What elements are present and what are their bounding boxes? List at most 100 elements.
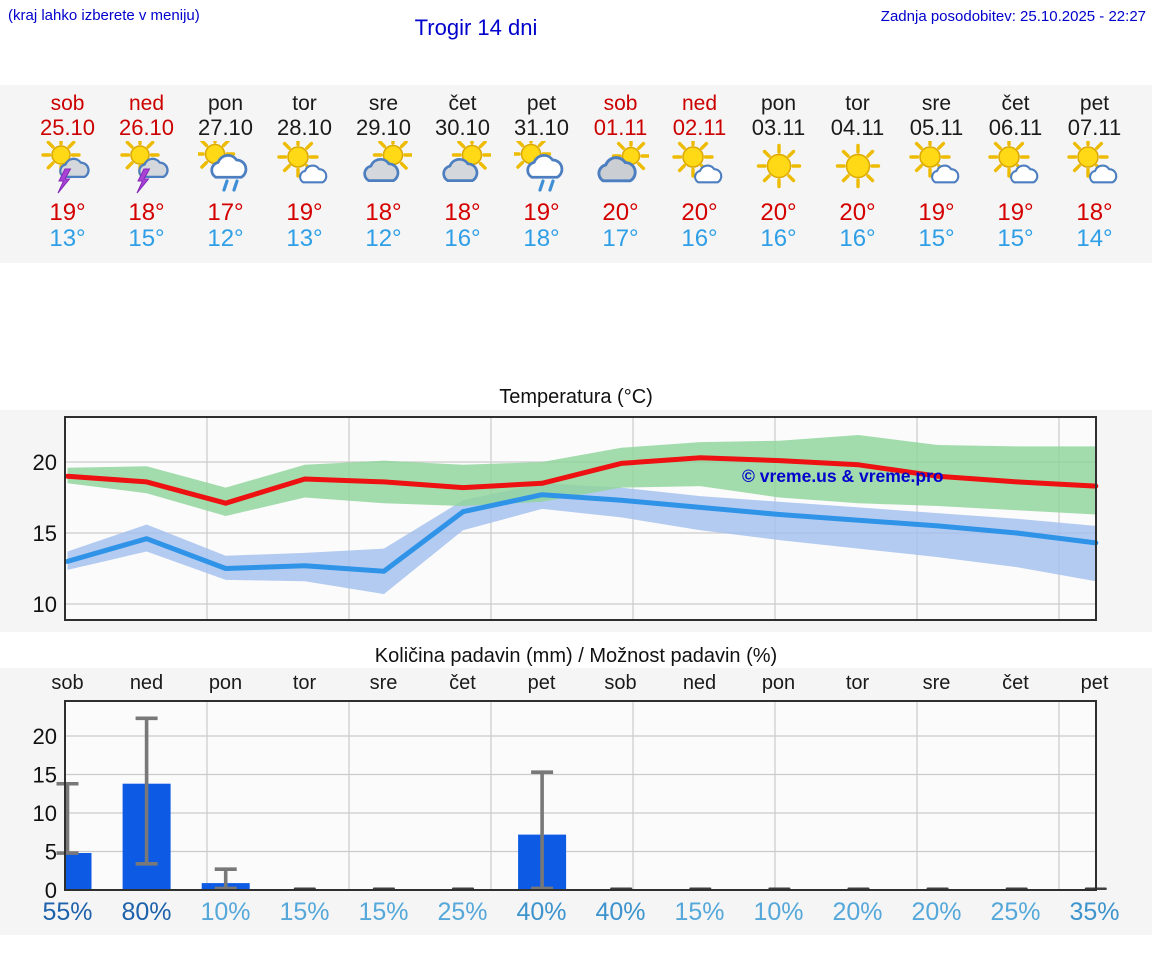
precip-day-label: sob bbox=[51, 672, 84, 694]
day-date-label: 02.11 bbox=[672, 115, 727, 140]
day-date-label: 27.10 bbox=[197, 115, 254, 140]
forecast-day-column: sre 05.11 19° 15° bbox=[897, 85, 976, 263]
weather-icon bbox=[976, 136, 1055, 197]
weather-icon bbox=[818, 141, 897, 197]
forecast-day-column: pet 31.10 19° 18° bbox=[502, 85, 581, 263]
day-date-label: 05.11 bbox=[909, 115, 964, 140]
weather-icon bbox=[581, 136, 660, 197]
high-temp-label: 17° bbox=[207, 199, 244, 226]
weather-icon bbox=[107, 135, 186, 197]
low-temp-label: 16° bbox=[681, 225, 718, 252]
forecast-day-column: sob 25.10 19° 13° bbox=[28, 85, 107, 263]
watermark-link[interactable]: © vreme.us & vreme.pro bbox=[742, 466, 944, 486]
partly-icon bbox=[908, 136, 959, 184]
low-temp-label: 17° bbox=[602, 225, 639, 252]
low-temp-label: 14° bbox=[1076, 225, 1113, 252]
day-name-label: ned bbox=[681, 92, 718, 115]
precip-percent-label: 35% bbox=[1069, 898, 1120, 926]
precip-day-label: ned bbox=[682, 672, 717, 694]
forecast-day-column: pon 03.11 20° 16° bbox=[739, 85, 818, 263]
precip-percent-label: 20% bbox=[911, 898, 962, 926]
forecast-day-column: pon 27.10 17° 12° bbox=[186, 85, 265, 263]
svg-text:0: 0 bbox=[45, 878, 57, 900]
precip-day-label: tor bbox=[845, 672, 870, 694]
svg-text:15: 15 bbox=[33, 763, 57, 788]
day-name-label: pet bbox=[526, 92, 557, 115]
high-temp-label: 19° bbox=[523, 199, 560, 226]
svg-text:15: 15 bbox=[33, 521, 57, 546]
precip-percent-label: 15% bbox=[358, 898, 409, 926]
forecast-day-column: sre 29.10 18° 12° bbox=[344, 85, 423, 263]
day-name-label: pet bbox=[1079, 92, 1110, 115]
svg-text:20: 20 bbox=[33, 450, 57, 475]
partly-icon bbox=[987, 136, 1038, 184]
precipitation-chart: 0 5 10 15 20 bbox=[33, 700, 1107, 900]
precip-percent-label: 40% bbox=[516, 898, 567, 926]
forecast-day-column: tor 04.11 20° 16° bbox=[818, 85, 897, 263]
forecast-day-column: ned 02.11 20° 16° bbox=[660, 85, 739, 263]
low-temp-label: 16° bbox=[839, 225, 876, 252]
mostly-cloudy-icon bbox=[596, 136, 650, 183]
day-name-label: tor bbox=[845, 92, 870, 115]
forecast-day-column: čet 06.11 19° 15° bbox=[976, 85, 1055, 263]
temperature-chart-title: Temperatura (°C) bbox=[499, 386, 653, 408]
thunder-icon bbox=[119, 135, 169, 194]
high-temp-label: 18° bbox=[365, 199, 402, 226]
day-name-label: sre bbox=[368, 92, 399, 115]
high-temp-label: 20° bbox=[602, 199, 639, 226]
high-temp-label: 20° bbox=[681, 199, 718, 226]
partly-icon bbox=[671, 136, 722, 184]
day-date-label: 29.10 bbox=[355, 115, 412, 140]
day-date-label: 25.10 bbox=[39, 115, 96, 140]
high-temp-label: 20° bbox=[760, 199, 797, 226]
forecast-day-column: sob 01.11 20° 17° bbox=[581, 85, 660, 263]
day-date-label: 31.10 bbox=[513, 115, 570, 140]
day-date-label: 03.11 bbox=[751, 115, 806, 140]
forecast-day-column: tor 28.10 19° 13° bbox=[265, 85, 344, 263]
day-name-label: čet bbox=[448, 92, 477, 115]
low-temp-label: 12° bbox=[207, 225, 244, 252]
day-name-label: sob bbox=[50, 92, 85, 115]
weather-icon bbox=[28, 135, 107, 197]
day-date-label: 07.11 bbox=[1067, 115, 1122, 140]
sunny-icon bbox=[835, 143, 880, 189]
low-temp-label: 15° bbox=[997, 225, 1034, 252]
high-temp-label: 18° bbox=[1076, 199, 1113, 226]
precip-day-label: pet bbox=[1080, 672, 1109, 694]
day-date-label: 01.11 bbox=[593, 115, 648, 140]
precipitation-chart-title: Količina padavin (mm) / Možnost padavin … bbox=[374, 645, 778, 667]
rain-icon bbox=[510, 133, 563, 192]
day-date-label: 04.11 bbox=[830, 115, 885, 140]
high-temp-label: 19° bbox=[918, 199, 955, 226]
weather-icon bbox=[502, 133, 581, 197]
forecast-day-column: pet 07.11 18° 14° bbox=[1055, 85, 1134, 263]
day-date-label: 28.10 bbox=[276, 115, 333, 140]
day-name-label: sob bbox=[603, 92, 638, 115]
precip-percent-label: 10% bbox=[753, 898, 804, 926]
precip-day-label: pon bbox=[761, 672, 796, 694]
weather-icon bbox=[897, 136, 976, 197]
weather-icon bbox=[739, 141, 818, 197]
low-temp-label: 16° bbox=[444, 225, 481, 252]
precip-percent-label: 25% bbox=[990, 898, 1041, 926]
precip-day-label: tor bbox=[292, 672, 317, 694]
weather-icon bbox=[423, 134, 502, 197]
low-temp-label: 16° bbox=[760, 225, 797, 252]
cloudy-icon bbox=[362, 134, 413, 182]
weather-icon bbox=[265, 136, 344, 197]
sunny-icon bbox=[756, 143, 801, 189]
thunder-icon bbox=[40, 135, 90, 194]
weather-icon bbox=[660, 136, 739, 197]
day-name-label: pon bbox=[207, 92, 244, 115]
precip-day-label: pon bbox=[208, 672, 243, 694]
low-temp-label: 13° bbox=[49, 225, 86, 252]
weather-icon bbox=[1055, 136, 1134, 197]
day-name-label: pon bbox=[760, 92, 797, 115]
temperature-chart: 10 15 20 bbox=[33, 416, 1099, 621]
precip-percent-label: 25% bbox=[437, 898, 488, 926]
precip-day-label: sre bbox=[922, 672, 951, 694]
precip-day-label: čet bbox=[449, 672, 476, 694]
precip-day-label: sob bbox=[604, 672, 637, 694]
page-title: Trogir 14 dni bbox=[414, 15, 538, 40]
